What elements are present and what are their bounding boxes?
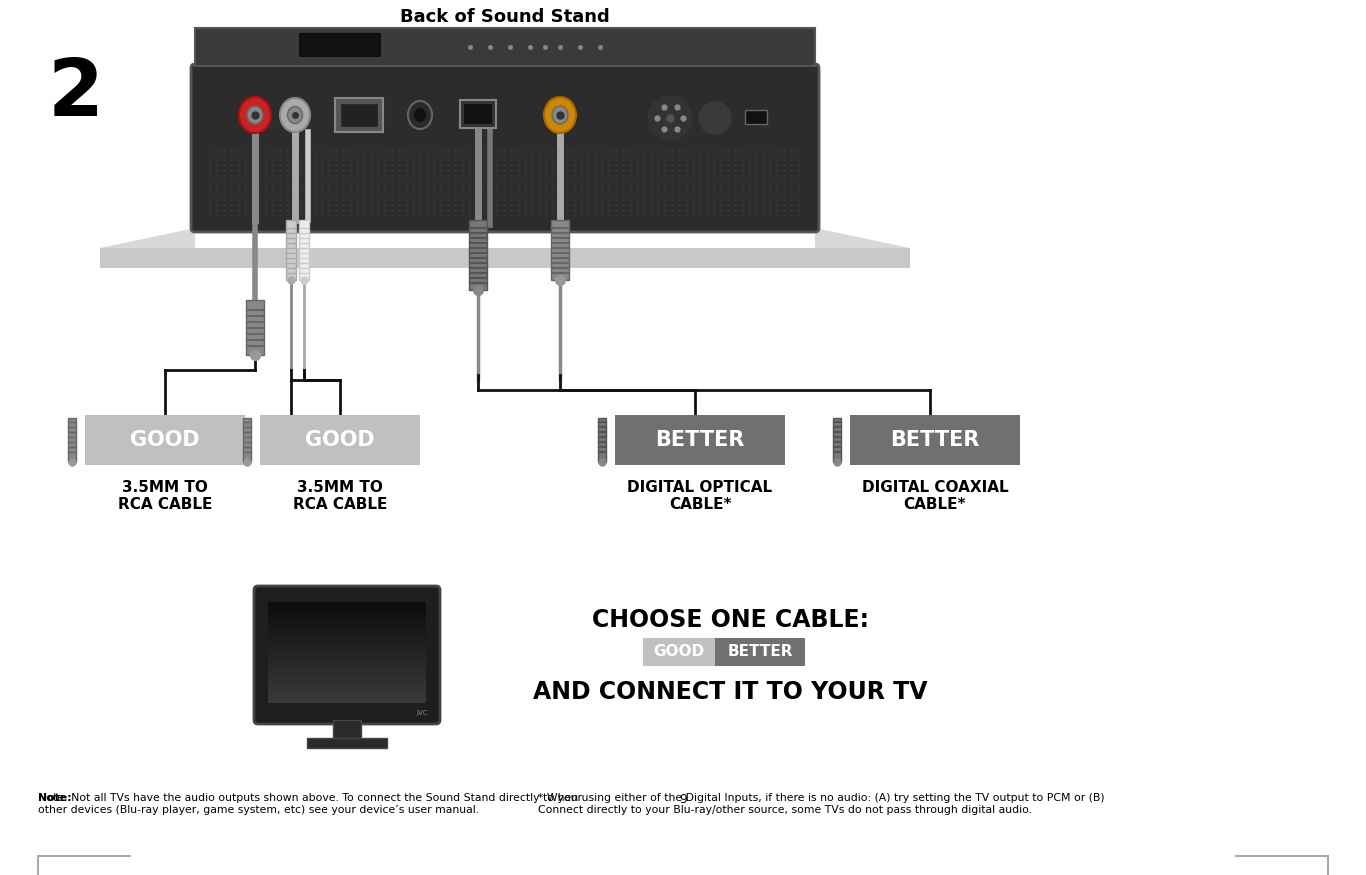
Ellipse shape: [552, 106, 568, 124]
Text: 3.5MM TO
RCA CABLE: 3.5MM TO RCA CABLE: [117, 480, 212, 513]
Text: 2: 2: [48, 55, 104, 133]
Bar: [833, 418, 841, 462]
Bar: [268, 638, 426, 643]
Bar: [268, 686, 426, 691]
Ellipse shape: [408, 101, 432, 129]
Bar: [268, 646, 426, 651]
Ellipse shape: [280, 98, 310, 132]
Bar: [714, 638, 805, 666]
Ellipse shape: [287, 107, 302, 123]
Bar: [464, 104, 492, 124]
Bar: [268, 602, 426, 607]
Text: CHOOSE ONE CABLE:: CHOOSE ONE CABLE:: [591, 608, 869, 632]
Bar: [615, 415, 785, 465]
FancyBboxPatch shape: [191, 64, 820, 232]
Text: GOOD: GOOD: [130, 430, 199, 450]
Text: * When using either of the Digital Inputs, if there is no audio: (A) try setting: * When using either of the Digital Input…: [538, 793, 1105, 815]
Bar: [850, 415, 1020, 465]
Text: Back of Sound Stand: Back of Sound Stand: [400, 8, 609, 26]
Text: BETTER: BETTER: [656, 430, 744, 450]
Bar: [268, 634, 426, 639]
Bar: [268, 630, 426, 635]
Bar: [243, 418, 251, 462]
Polygon shape: [100, 248, 910, 268]
Ellipse shape: [247, 106, 264, 124]
Ellipse shape: [239, 97, 270, 133]
Text: 9: 9: [679, 793, 687, 806]
Text: Note: Not all TVs have the audio outputs shown above. To connect the Sound Stand: Note: Not all TVs have the audio outputs…: [38, 793, 582, 815]
Bar: [85, 415, 245, 465]
Bar: [268, 698, 426, 703]
Text: 3.5MM TO
RCA CABLE: 3.5MM TO RCA CABLE: [292, 480, 387, 513]
Bar: [460, 100, 496, 128]
Bar: [598, 418, 607, 462]
Ellipse shape: [544, 97, 576, 133]
Text: BETTER: BETTER: [727, 645, 792, 660]
Text: BETTER: BETTER: [891, 430, 979, 450]
Bar: [299, 220, 309, 280]
FancyBboxPatch shape: [254, 586, 440, 724]
Bar: [268, 614, 426, 619]
Bar: [268, 666, 426, 671]
Bar: [643, 638, 714, 666]
Circle shape: [647, 96, 693, 140]
Circle shape: [699, 102, 731, 134]
Bar: [333, 720, 361, 738]
Bar: [469, 220, 488, 290]
Bar: [268, 606, 426, 611]
Bar: [340, 103, 378, 127]
Bar: [268, 618, 426, 623]
FancyBboxPatch shape: [298, 32, 382, 58]
Text: GOOD: GOOD: [305, 430, 374, 450]
Ellipse shape: [414, 108, 426, 122]
Bar: [307, 738, 387, 748]
Text: DIGITAL COAXIAL
CABLE*: DIGITAL COAXIAL CABLE*: [862, 480, 1008, 513]
Bar: [268, 610, 426, 615]
Polygon shape: [100, 228, 195, 268]
Text: Note:: Note:: [38, 793, 71, 803]
Bar: [744, 110, 766, 124]
Bar: [268, 654, 426, 659]
Text: GOOD: GOOD: [653, 645, 705, 660]
Bar: [268, 642, 426, 647]
Bar: [258, 704, 436, 720]
Bar: [268, 694, 426, 699]
Bar: [268, 658, 426, 663]
Bar: [246, 300, 264, 355]
Bar: [268, 674, 426, 679]
Bar: [285, 220, 296, 280]
Bar: [268, 682, 426, 687]
Text: DIGITAL OPTICAL
CABLE*: DIGITAL OPTICAL CABLE*: [627, 480, 773, 513]
Bar: [68, 418, 76, 462]
Bar: [268, 622, 426, 627]
Bar: [550, 220, 570, 280]
Bar: [268, 678, 426, 683]
Bar: [268, 662, 426, 667]
Polygon shape: [816, 228, 910, 268]
Bar: [268, 650, 426, 655]
Text: JVC: JVC: [417, 710, 428, 716]
Text: AND CONNECT IT TO YOUR TV: AND CONNECT IT TO YOUR TV: [533, 680, 928, 704]
Bar: [268, 690, 426, 695]
Bar: [268, 626, 426, 631]
Bar: [335, 98, 382, 132]
Bar: [268, 670, 426, 675]
Bar: [195, 28, 816, 66]
Bar: [260, 415, 419, 465]
